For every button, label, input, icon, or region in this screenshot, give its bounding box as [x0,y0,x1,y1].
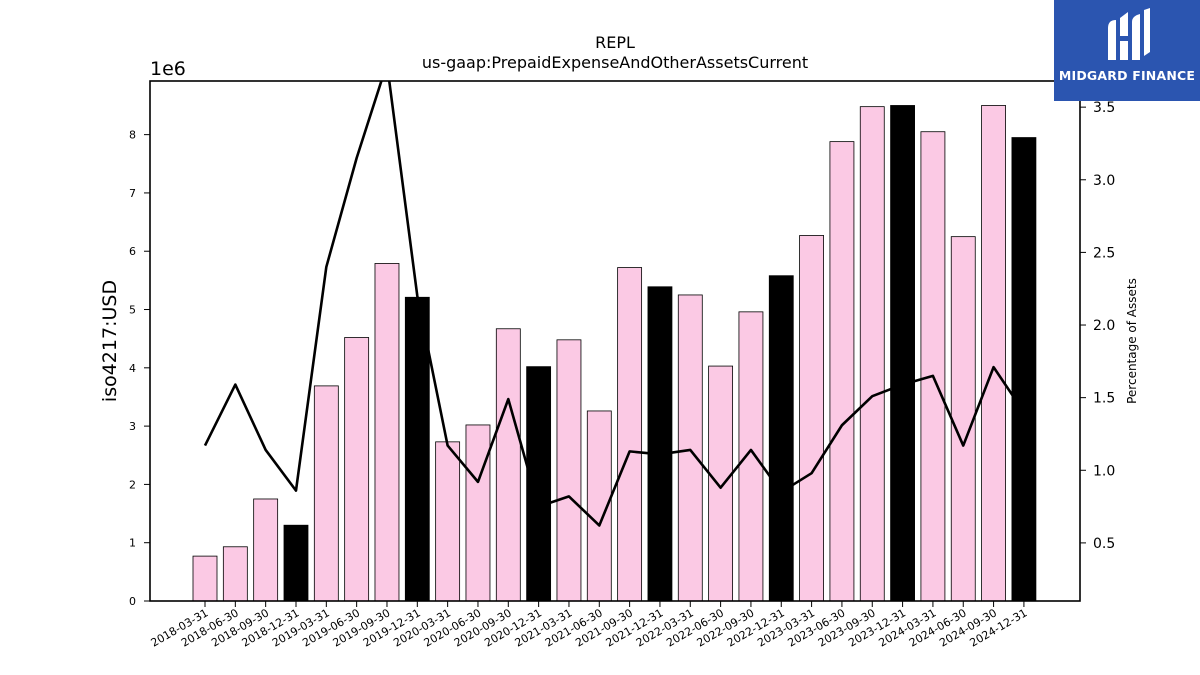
y-tick-label: 7 [129,187,136,200]
y-tick-label: 0 [129,595,136,608]
bar [435,441,461,602]
bar [617,267,643,602]
percent-line [203,81,1025,527]
bar [829,141,855,602]
bars-layer [192,105,1037,602]
y-tick-label: 5 [129,304,136,317]
y-tick-label: 8 [129,129,136,142]
bar [404,296,430,602]
bar [890,105,915,602]
y-tick-label: 2 [129,478,136,491]
bar [374,263,400,602]
y-tick-label: 3 [129,420,136,433]
bar [859,106,885,602]
bar [647,286,673,602]
bar [1011,137,1037,602]
bar [708,365,734,602]
y-tick-label: 6 [129,245,136,258]
bar [556,339,582,602]
bar [222,546,248,602]
y2-tick-label: 0.5 [1093,536,1115,552]
x-ticks: 2018-03-312018-06-302018-09-302018-12-31… [149,601,1029,650]
chart-subtitle: us-gaap:PrepaidExpenseAndOtherAssetsCurr… [422,53,808,72]
bar [799,235,824,602]
y2-tick-label: 3.0 [1093,173,1115,189]
bar [526,366,552,602]
y-tick-label: 1 [129,537,136,550]
bar [981,105,1006,602]
bar [495,328,521,602]
bar [738,311,764,602]
bar [950,236,976,602]
line-layer [203,81,1025,527]
y-tick-label: 4 [129,362,136,375]
plot-frame [149,80,1081,602]
bar [920,131,946,602]
bar [465,424,491,602]
midgard-logo-icon [1108,8,1150,60]
bar [344,337,370,602]
bar [677,294,703,602]
brand-logo: MIDGARD FINANCE [1054,0,1200,101]
y2-tick-label: 1.0 [1093,463,1115,479]
brand-name: MIDGARD FINANCE [1058,68,1196,83]
bar [253,498,279,602]
left-ticks: 0 1 2 3 4 5 6 7 8 [129,129,150,608]
chart-title: REPL [595,33,635,52]
y2-tick-label: 1.5 [1093,391,1115,407]
y-axis-label: iso4217:USD [99,280,121,402]
bar [768,275,794,602]
y2-axis-label: Percentage of Assets [1125,278,1139,404]
bar [283,524,309,602]
bar [192,555,218,602]
y2-tick-label: 3.5 [1093,100,1115,116]
y-offset-label: 1e6 [150,58,186,80]
right-ticks: 0.5 1.0 1.5 2.0 2.5 3.0 3.5 [1080,100,1115,552]
bar [313,385,339,602]
y2-tick-label: 2.0 [1093,318,1115,334]
y2-tick-label: 2.5 [1093,245,1115,261]
